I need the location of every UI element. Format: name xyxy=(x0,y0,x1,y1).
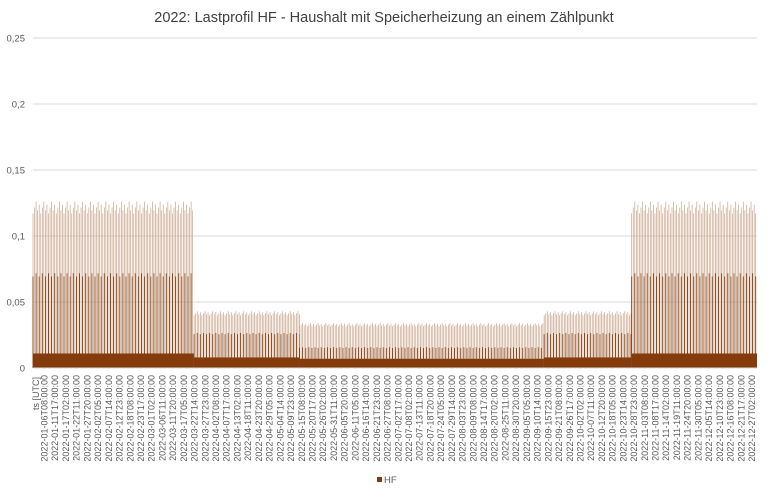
x-tick-label: 2022-02-12T23:00:00 xyxy=(115,375,125,462)
x-tick-label: 2022-01-11T17:00:00 xyxy=(50,375,60,461)
x-tick-label: 2022-04-23T20:00:00 xyxy=(254,375,264,462)
x-tick-label: 2022-02-18T08:00:00 xyxy=(125,375,135,462)
x-tick-label: 2022-09-15T23:00:00 xyxy=(543,375,553,462)
x-tick-label: 2022-10-28T23:00:00 xyxy=(629,375,639,462)
x-tick-label: 2022-10-12T20:00:00 xyxy=(597,375,607,462)
bar-base xyxy=(631,353,757,368)
y-tick-label: 0 xyxy=(20,364,25,375)
x-tick-label: 2022-05-04T14:00:00 xyxy=(275,375,285,462)
x-tick-label: 2022-09-05T05:00:00 xyxy=(522,375,532,462)
bar-base xyxy=(194,357,300,368)
x-axis-ticks: 2022-01-06T08:00:00 2022-01-11T17:00:00 20… xyxy=(40,375,758,462)
x-tick-label: 2022-10-23T14:00:00 xyxy=(618,375,628,462)
x-tick-label: 2022-03-01T02:00:00 xyxy=(147,375,157,462)
x-tick-label: 2022-05-15T08:00:00 xyxy=(297,375,307,462)
legend-swatch-hf xyxy=(377,477,382,482)
x-tick-label: 2022-01-17T02:00:00 xyxy=(61,375,71,462)
x-tick-label: 2022-03-27T23:00:00 xyxy=(200,375,210,462)
y-tick-label: 0,2 xyxy=(12,100,25,111)
x-tick-label: 2022-08-20T02:00:00 xyxy=(490,375,500,462)
x-tick-label: 2022-05-26T02:00:00 xyxy=(318,375,328,462)
x-tick-label: 2022-07-24T05:00:00 xyxy=(436,375,446,462)
x-tick-label: 2022-01-27T20:00:00 xyxy=(82,375,92,462)
x-axis-label: ts [UTC] xyxy=(31,377,41,410)
y-tick-label: 0,15 xyxy=(7,166,26,177)
series-segment xyxy=(32,201,195,368)
x-tick-label: 2022-11-19T11:00:00 xyxy=(672,375,682,460)
x-tick-label: 2022-04-07T17:00:00 xyxy=(222,375,232,462)
series-segment xyxy=(543,311,632,368)
x-tick-label: 2022-07-13T11:00:00 xyxy=(415,375,425,461)
x-tick-label: 2022-01-06T08:00:00 xyxy=(40,375,50,462)
x-tick-label: 2022-09-10T14:00:00 xyxy=(533,375,543,462)
x-tick-label: 2022-11-14T02:00:00 xyxy=(661,375,671,461)
x-tick-label: 2022-06-21T23:00:00 xyxy=(372,375,382,462)
x-tick-label: 2022-03-22T14:00:00 xyxy=(190,375,200,462)
y-axis-ticks: 0 0,05 0,1 0,15 0,2 0,25 xyxy=(7,34,26,375)
x-tick-label: 2022-07-08T02:00:00 xyxy=(404,375,414,462)
x-tick-label: 2022-06-27T08:00:00 xyxy=(383,375,393,462)
chart-title: 2022: Lastprofil HF - Haushalt mit Speic… xyxy=(154,10,613,26)
x-tick-label: 2022-06-11T05:00:00 xyxy=(350,375,360,461)
y-tick-label: 0,1 xyxy=(12,232,25,243)
x-tick-label: 2022-12-21T17:00:00 xyxy=(736,375,746,462)
x-tick-label: 2022-08-30T20:00:00 xyxy=(511,375,521,462)
x-tick-label: 2022-12-16T08:00:00 xyxy=(726,375,736,462)
x-tick-label: 2022-01-22T11:00:00 xyxy=(72,375,82,461)
legend: HF xyxy=(377,475,397,486)
x-tick-label: 2022-11-03T08:00:00 xyxy=(640,375,650,461)
x-tick-label: 2022-12-10T23:00:00 xyxy=(715,375,725,462)
x-tick-label: 2022-10-18T05:00:00 xyxy=(608,375,618,462)
x-tick-label: 2022-08-14T17:00:00 xyxy=(479,375,489,462)
x-tick-label: 2022-04-02T08:00:00 xyxy=(211,375,221,462)
x-tick-label: 2022-04-13T02:00:00 xyxy=(232,375,242,462)
x-tick-label: 2022-07-18T20:00:00 xyxy=(425,375,435,462)
x-tick-label: 2022-02-02T05:00:00 xyxy=(93,375,103,462)
x-tick-label: 2022-10-02T02:00:00 xyxy=(575,375,585,462)
x-tick-label: 2022-02-07T14:00:00 xyxy=(104,375,114,462)
series-segment xyxy=(631,201,757,368)
x-tick-label: 2022-03-17T05:00:00 xyxy=(179,375,189,462)
x-tick-label: 2022-05-31T11:00:00 xyxy=(329,375,339,461)
series-segment xyxy=(193,311,300,368)
x-tick-label: 2022-10-07T11:00:00 xyxy=(586,375,596,461)
x-tick-label: 2022-11-30T05:00:00 xyxy=(693,375,703,461)
x-tick-label: 2022-04-18T11:00:00 xyxy=(243,375,253,461)
x-tick-label: 2022-06-05T20:00:00 xyxy=(340,375,350,462)
x-tick-label: 2022-08-09T08:00:00 xyxy=(468,375,478,462)
x-tick-label: 2022-11-08T17:00:00 xyxy=(651,375,661,461)
y-tick-label: 0,25 xyxy=(7,34,26,45)
y-tick-label: 0,05 xyxy=(7,298,26,309)
x-tick-label: 2022-12-27T02:00:00 xyxy=(747,375,757,462)
x-tick-label: 2022-09-21T08:00:00 xyxy=(554,375,564,462)
bar-base xyxy=(33,353,195,368)
data-bars xyxy=(32,201,757,368)
x-tick-label: 2022-03-06T11:00:00 xyxy=(157,375,167,461)
x-tick-label: 2022-06-16T14:00:00 xyxy=(361,375,371,462)
x-tick-label: 2022-07-29T14:00:00 xyxy=(447,375,457,462)
x-tick-label: 2022-12-05T14:00:00 xyxy=(704,375,714,462)
x-tick-label: 2022-05-09T23:00:00 xyxy=(286,375,296,462)
bar-base xyxy=(299,358,545,368)
x-tick-label: 2022-04-29T05:00:00 xyxy=(265,375,275,462)
x-tick-label: 2022-08-25T11:00:00 xyxy=(500,375,510,461)
x-tick-label: 2022-08-03T23:00:00 xyxy=(458,375,468,462)
x-tick-label: 2022-07-02T17:00:00 xyxy=(393,375,403,462)
series-segment xyxy=(299,323,545,368)
x-tick-label: 2022-05-20T17:00:00 xyxy=(307,375,317,462)
bar-base xyxy=(544,357,632,368)
x-tick-label: 2022-02-23T17:00:00 xyxy=(136,375,146,462)
legend-label-hf: HF xyxy=(384,475,397,486)
x-tick-label: 2022-09-26T17:00:00 xyxy=(565,375,575,462)
x-tick-label: 2022-03-11T20:00:00 xyxy=(168,375,178,461)
x-tick-label: 2022-11-24T20:00:00 xyxy=(683,375,693,461)
